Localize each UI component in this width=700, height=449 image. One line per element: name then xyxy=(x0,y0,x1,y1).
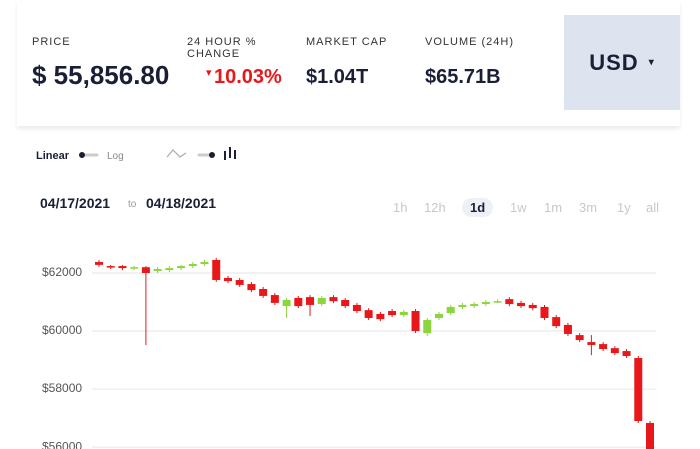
candle-body xyxy=(575,335,584,341)
candle-body xyxy=(212,259,221,280)
candle-body xyxy=(540,306,549,318)
candle-body xyxy=(317,297,326,305)
candle-body xyxy=(282,299,291,307)
scale-option[interactable]: Log xyxy=(107,151,124,162)
range-button[interactable]: 1m xyxy=(544,200,563,215)
stat-label: VOLUME (24H) xyxy=(425,36,515,48)
down-arrow: ▾ xyxy=(206,67,212,79)
stat-label: 24 HOUR % CHANGE xyxy=(187,36,257,60)
candle-body xyxy=(434,313,443,318)
candle-body xyxy=(141,267,150,274)
caret: ▾ xyxy=(648,57,655,68)
candle-body xyxy=(552,317,561,327)
candle-body xyxy=(493,301,502,303)
stat-label: MARKET CAP xyxy=(306,36,388,48)
candle-body xyxy=(646,423,654,449)
candle-body xyxy=(399,311,408,316)
toggle[interactable] xyxy=(78,150,100,160)
date-sep: to xyxy=(128,199,137,210)
candle-body xyxy=(352,304,361,312)
range-button[interactable]: 12h xyxy=(424,200,446,215)
candle-body xyxy=(153,268,162,271)
scale-option[interactable]: Linear xyxy=(36,150,70,162)
stat-label: PRICE xyxy=(32,36,71,48)
candle-body xyxy=(200,261,209,265)
range-button[interactable]: 3m xyxy=(579,200,598,215)
currency: USD xyxy=(589,49,639,75)
candle-body xyxy=(481,302,490,305)
candle-body xyxy=(458,304,467,307)
candle-body xyxy=(294,297,303,307)
candle-body xyxy=(306,297,315,305)
stat-value: $ 55,856.80 xyxy=(32,60,170,90)
date-from[interactable]: 04/17/2021 xyxy=(40,195,111,211)
candle-body xyxy=(329,297,338,302)
currency-select[interactable]: USD ▾ xyxy=(564,15,680,110)
candle-body xyxy=(247,284,256,291)
candle-body xyxy=(270,295,279,303)
candle-body xyxy=(388,311,397,316)
candle-body xyxy=(177,266,186,269)
candle-body xyxy=(118,266,127,269)
range-button[interactable]: 1h xyxy=(393,200,408,215)
candle-body xyxy=(106,266,115,268)
candle-body xyxy=(587,342,596,345)
range-button[interactable]: 1d xyxy=(462,198,494,217)
candle-body xyxy=(95,261,103,265)
stat-value: 10.03% xyxy=(214,66,282,88)
candle-body xyxy=(364,310,373,318)
y-tick-label: $62000 xyxy=(42,265,82,279)
candle-body xyxy=(599,344,608,350)
candle-body xyxy=(470,304,479,307)
y-tick-label: $56000 xyxy=(42,439,82,449)
candle-body xyxy=(517,302,526,307)
candle-body xyxy=(411,311,420,332)
candle-body xyxy=(376,313,385,320)
date-to[interactable]: 04/18/2021 xyxy=(146,195,217,211)
candle-body xyxy=(165,268,174,271)
chart-type-toggle[interactable] xyxy=(165,145,245,165)
candle-body xyxy=(610,348,619,354)
candle-body xyxy=(528,304,537,309)
stat-value: $1.04T xyxy=(306,66,369,88)
candle-body xyxy=(622,351,631,356)
y-tick-label: $60000 xyxy=(42,323,82,337)
range-button[interactable]: 1y xyxy=(617,200,631,215)
candle-body xyxy=(634,358,643,421)
stat-value: $65.71B xyxy=(425,66,501,88)
candle-body xyxy=(341,299,350,307)
range-button[interactable]: all xyxy=(646,200,660,215)
candle-body xyxy=(259,288,268,296)
candle-body xyxy=(446,306,455,314)
y-tick-label: $58000 xyxy=(42,381,82,395)
candle-body xyxy=(130,267,139,269)
candle-body xyxy=(235,279,244,285)
candle-body xyxy=(223,277,232,282)
candle-body xyxy=(423,320,432,334)
candle-body xyxy=(505,299,514,305)
range-button[interactable]: 1w xyxy=(510,200,527,215)
candle-body xyxy=(188,264,197,267)
candle-body xyxy=(563,324,572,334)
